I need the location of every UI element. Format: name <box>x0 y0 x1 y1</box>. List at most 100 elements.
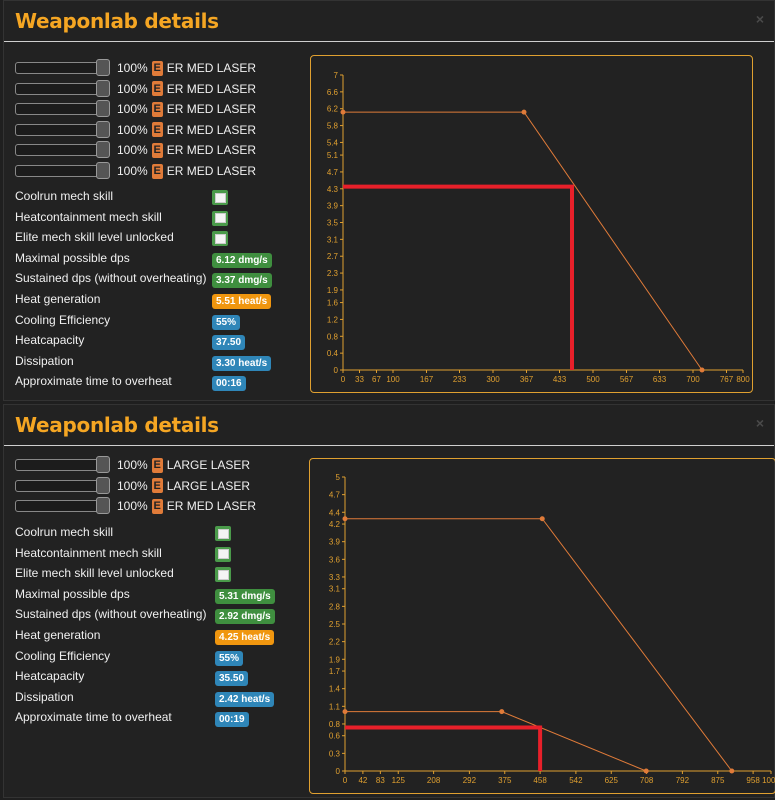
y-tick-label: 4.3 <box>327 185 339 194</box>
close-icon[interactable]: × <box>755 11 764 27</box>
panel-title: Weaponlab details <box>15 9 219 33</box>
y-tick-label: 4.7 <box>327 168 339 177</box>
x-tick-label: 633 <box>653 375 667 384</box>
skill-checkbox[interactable] <box>215 526 231 541</box>
weapon-row: 100% E ER MED LASER <box>15 120 256 139</box>
y-tick-label: 2.8 <box>329 602 341 611</box>
stat-label: Heat generation <box>15 628 101 642</box>
weapon-row: 100% E ER MED LASER <box>15 497 256 515</box>
energy-badge: E <box>151 163 163 179</box>
slider-handle[interactable] <box>96 162 110 179</box>
slider-handle[interactable] <box>96 120 110 138</box>
stat-label: Dissipation <box>15 689 74 704</box>
x-tick-label: 67 <box>372 375 381 384</box>
stat-value-badge: 55% <box>212 314 241 330</box>
weapon-slider[interactable] <box>15 497 110 515</box>
range-marker-line <box>343 184 574 370</box>
energy-badge: E <box>151 122 163 138</box>
y-tick-label: 6.2 <box>327 105 339 114</box>
weapon-slider[interactable] <box>15 120 110 138</box>
series-line <box>345 711 647 772</box>
skill-label: Heatcontainment mech skill <box>15 209 162 224</box>
y-tick-label: 2.7 <box>327 252 339 261</box>
weapon-row: 100% E ER MED LASER <box>15 79 256 98</box>
y-tick-label: 4.7 <box>329 491 341 500</box>
skill-checkbox[interactable] <box>212 190 228 205</box>
weapon-slider[interactable] <box>15 476 110 494</box>
panel-title: Weaponlab details <box>15 413 219 437</box>
checkbox-box-icon <box>217 528 229 539</box>
stat-value-badge: 3.30 heat/s <box>212 355 272 371</box>
x-tick-label: 433 <box>553 375 567 384</box>
stat-value-badge: 37.50 <box>212 335 246 351</box>
slider-handle[interactable] <box>96 59 110 76</box>
weapon-slider[interactable] <box>15 100 110 118</box>
y-tick-label: 4.4 <box>329 508 341 517</box>
x-tick-label: 375 <box>498 776 512 785</box>
weapon-row: 100% E ER MED LASER <box>15 141 256 159</box>
y-tick-label: 0.6 <box>329 732 341 741</box>
stat-value-badge: 2.92 dmg/s <box>215 609 275 625</box>
y-tick-label: 3.3 <box>329 573 341 582</box>
x-tick-label: 83 <box>376 776 385 785</box>
title-divider <box>4 445 774 446</box>
y-tick-label: 1.6 <box>327 299 339 308</box>
weapon-slider[interactable] <box>15 59 110 76</box>
y-tick-label: 0 <box>336 767 341 776</box>
weapon-row: 100% E ER MED LASER <box>15 162 256 180</box>
weapon-percent: 100% <box>117 102 148 117</box>
checkbox-box-icon <box>214 213 226 224</box>
weapon-name: LARGE LASER <box>166 478 251 493</box>
x-tick-label: 800 <box>736 375 750 384</box>
skill-label: Coolrun mech skill <box>15 525 114 539</box>
weapon-slider[interactable] <box>15 79 110 97</box>
stat-label: Heat generation <box>15 292 101 306</box>
x-tick-label: 700 <box>686 375 700 384</box>
x-tick-label: 125 <box>392 776 406 785</box>
stat-label: Heatcapacity <box>15 669 85 684</box>
slider-handle[interactable] <box>96 456 110 473</box>
skill-checkbox[interactable] <box>215 546 231 562</box>
data-point <box>342 709 348 715</box>
slider-handle[interactable] <box>96 141 110 159</box>
weapon-slider[interactable] <box>15 456 110 473</box>
x-tick-label: 458 <box>533 776 547 785</box>
weapon-slider[interactable] <box>15 162 110 179</box>
y-tick-label: 2.2 <box>329 638 341 647</box>
close-icon[interactable]: × <box>755 415 764 431</box>
y-tick-label: 6.6 <box>327 88 339 97</box>
y-tick-label: 3.9 <box>327 202 339 211</box>
y-tick-label: 0.8 <box>327 332 339 341</box>
skill-checkbox[interactable] <box>212 231 228 247</box>
x-tick-label: 0 <box>341 375 346 384</box>
heat-chart-svg: 0 0.3 0.6 0.8 1.1 1.4 1.7 1.9 2.2 2.5 2.8 3.1 3.3 3.6… <box>329 473 775 785</box>
energy-badge: E <box>151 478 163 494</box>
weapon-row: 100% E ER MED LASER <box>15 100 256 118</box>
skill-checkbox[interactable] <box>212 210 228 226</box>
y-tick-label: 2.3 <box>327 269 339 278</box>
slider-handle[interactable] <box>96 100 110 118</box>
y-tick-label: 0 <box>334 366 339 375</box>
x-tick-label: 100 <box>386 375 400 384</box>
stat-label: Cooling Efficiency <box>15 648 111 663</box>
weapon-percent: 100% <box>117 478 148 493</box>
stat-value-badge: 6.12 dmg/s <box>212 252 272 268</box>
weaponlab-panel-1: Weaponlab details × 100% E ER MED LASER 100… <box>3 0 775 401</box>
y-tick-label: 3.1 <box>327 235 339 244</box>
data-point <box>643 768 649 774</box>
x-tick-label: 792 <box>676 776 690 785</box>
weapon-slider[interactable] <box>15 141 110 159</box>
x-tick-label: 500 <box>586 375 600 384</box>
slider-handle[interactable] <box>96 79 110 97</box>
skill-label: Coolrun mech skill <box>15 189 114 203</box>
skill-label: Elite mech skill level unlocked <box>15 230 174 245</box>
weapon-name: ER MED LASER <box>166 61 257 75</box>
weapon-name: ER MED LASER <box>166 164 257 178</box>
y-tick-label: 0.3 <box>329 749 341 758</box>
data-point <box>729 768 735 774</box>
weapon-percent: 100% <box>117 122 148 137</box>
slider-handle[interactable] <box>96 497 110 515</box>
skill-checkbox[interactable] <box>215 567 231 583</box>
slider-handle[interactable] <box>96 476 110 494</box>
x-tick-label: 708 <box>640 776 654 785</box>
